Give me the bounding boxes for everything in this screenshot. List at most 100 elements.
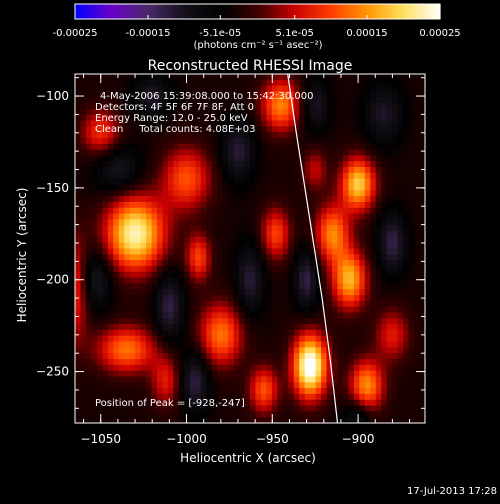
heatmap-cell: [359, 219, 366, 226]
heatmap-cell: [184, 97, 191, 104]
heatmap-cell: [250, 196, 257, 203]
heatmap-cell: [118, 85, 125, 93]
colorbar-swatch: [269, 4, 274, 19]
heatmap-cell: [140, 201, 147, 209]
heatmap-cell: [364, 248, 371, 255]
heatmap-cell: [293, 277, 300, 284]
heatmap-cell: [293, 393, 300, 401]
heatmap-cell: [255, 364, 262, 372]
heatmap-cell: [293, 219, 300, 226]
heatmap-cell: [419, 172, 426, 180]
heatmap-cell: [222, 289, 229, 296]
heatmap-cell: [414, 359, 421, 366]
heatmap-cell: [118, 178, 125, 186]
heatmap-cell: [364, 260, 371, 267]
heatmap-cell: [282, 248, 289, 255]
heatmap-cell: [403, 289, 410, 296]
heatmap-cell: [370, 196, 377, 203]
heatmap-cell: [392, 277, 399, 284]
heatmap-cell: [310, 137, 317, 145]
heatmap-cell: [102, 149, 109, 157]
heatmap-cell: [85, 329, 93, 337]
heatmap-cell: [102, 382, 109, 389]
heatmap-cell: [217, 283, 224, 290]
heatmap-cell: [113, 399, 120, 407]
heatmap-cell: [129, 108, 136, 116]
heatmap-cell: [255, 231, 262, 238]
heatmap-cell: [321, 225, 328, 232]
heatmap-cell: [299, 300, 306, 308]
heatmap-cell: [113, 370, 120, 378]
heatmap-cell: [299, 399, 306, 407]
heatmap-cell: [375, 74, 382, 81]
heatmap-cell: [271, 231, 278, 238]
heatmap-cell: [222, 417, 229, 424]
heatmap-cell: [124, 329, 131, 337]
heatmap-cell: [222, 114, 229, 122]
heatmap-cell: [392, 388, 399, 395]
heatmap-cell: [397, 399, 404, 407]
heatmap-cell: [403, 260, 410, 267]
heatmap-cell: [189, 225, 196, 232]
heatmap-cell: [157, 370, 164, 378]
heatmap-cell: [102, 359, 109, 366]
heatmap-cell: [200, 254, 207, 261]
heatmap-cell: [239, 120, 246, 127]
heatmap-cell: [146, 172, 153, 180]
colorbar-unit-label: (photons cm⁻² s⁻¹ asec⁻²): [193, 40, 322, 51]
heatmap-cell: [124, 341, 131, 348]
heatmap-cell: [167, 347, 175, 354]
heatmap-cell: [293, 254, 300, 261]
heatmap-cell: [255, 184, 262, 191]
heatmap-cell: [414, 143, 421, 151]
heatmap-cell: [255, 155, 262, 162]
heatmap-cell: [250, 382, 257, 389]
heatmap-cell: [375, 167, 382, 174]
heatmap-cell: [85, 271, 93, 279]
heatmap-cell: [419, 393, 426, 401]
heatmap-cell: [200, 207, 207, 215]
heatmap-cell: [293, 411, 300, 418]
heatmap-cell: [315, 207, 322, 215]
heatmap-cell: [211, 300, 218, 308]
heatmap-cell: [353, 103, 360, 110]
heatmap-cell: [189, 382, 196, 389]
heatmap-cell: [107, 161, 114, 168]
heatmap-cell: [288, 411, 295, 418]
heatmap-cell: [321, 289, 328, 296]
heatmap-cell: [85, 172, 93, 180]
heatmap-cell: [293, 172, 300, 180]
heatmap-cell: [211, 196, 218, 203]
heatmap-cell: [146, 132, 153, 139]
heatmap-cell: [260, 74, 268, 81]
heatmap-cell: [102, 201, 109, 209]
heatmap-cell: [151, 91, 158, 98]
heatmap-cell: [102, 219, 109, 226]
heatmap-cell: [124, 405, 131, 412]
heatmap-cell: [408, 74, 415, 81]
heatmap-cell: [381, 79, 388, 87]
heatmap-cell: [178, 79, 185, 87]
heatmap-cell: [392, 103, 399, 110]
heatmap-cell: [321, 114, 328, 122]
heatmap-cell: [195, 132, 202, 139]
heatmap-cell: [326, 399, 333, 407]
heatmap-cell: [403, 417, 410, 424]
heatmap-cell: [315, 318, 322, 325]
heatmap-cell: [250, 126, 257, 133]
heatmap-cell: [419, 79, 426, 87]
heatmap-cell: [113, 306, 120, 314]
heatmap-cell: [118, 254, 125, 261]
heatmap-cell: [288, 172, 295, 180]
heatmap-cell: [96, 225, 103, 232]
heatmap-cell: [184, 137, 191, 145]
heatmap-cell: [348, 417, 355, 424]
heatmap-cell: [386, 265, 393, 273]
heatmap-cell: [304, 359, 311, 366]
heatmap-cell: [206, 341, 213, 348]
heatmap-cell: [414, 388, 421, 395]
heatmap-cell: [96, 347, 103, 354]
heatmap-cell: [178, 277, 185, 284]
heatmap-cell: [173, 318, 180, 325]
heatmap-cell: [266, 300, 273, 308]
